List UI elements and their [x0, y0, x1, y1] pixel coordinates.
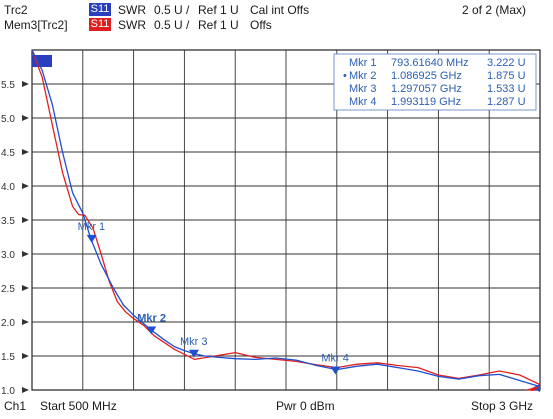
y-tick-label: 2.5 [1, 284, 15, 295]
trace1-name[interactable]: Trc2 [4, 3, 28, 17]
trace2-name[interactable]: Mem3[Trc2] [4, 18, 68, 32]
marker-table: Mkr 1 793.61640 MHz 3.222 U • Mkr 2 1.086925 … [343, 57, 526, 108]
right-edge-arrows [524, 384, 540, 392]
marker-row-name: Mkr 1 [349, 57, 377, 69]
trace2-scale[interactable]: 0.5 U / [154, 18, 190, 32]
y-tick-label: 3.0 [1, 250, 15, 261]
y-tick-label: 5.0 [1, 114, 15, 125]
marker-row-value: 1.533 U [487, 83, 526, 95]
marker-row-name: Mkr 3 [349, 83, 377, 95]
trace-mem3-line [31, 49, 541, 386]
marker-row-value: 1.287 U [487, 96, 526, 108]
marker-symbols[interactable]: Mkr 1 Mkr 2 Mkr 3 Mkr 4 [78, 221, 349, 375]
power-setting[interactable]: Pwr 0 dBm [276, 399, 335, 413]
marker-row-name: Mkr 4 [349, 96, 377, 108]
marker-row-frequency: 793.61640 MHz [391, 57, 469, 69]
channel-label[interactable]: Ch1 [4, 399, 27, 413]
trace2-overflow-arrow [524, 386, 540, 391]
y-tick-label: 1.0 [1, 386, 15, 397]
marker-triangle [86, 234, 97, 243]
marker-active-dot: • [343, 70, 347, 82]
y-tick-arrow [22, 217, 29, 223]
trace2-ref[interactable]: Ref 1 U [198, 18, 239, 32]
marker-row-value: 3.222 U [487, 57, 526, 69]
stop-frequency[interactable]: Stop 3 GHz [471, 399, 534, 413]
marker-label: Mkr 3 [180, 336, 208, 348]
marker-row-frequency: 1.993119 GHz [391, 96, 461, 108]
marker-triangle [330, 366, 341, 375]
y-axis-ticks: 1.0 1.5 2.0 2.5 3.0 3.5 4.0 4.5 5.0 5.5 [1, 80, 29, 397]
y-tick-arrow [22, 115, 29, 121]
y-tick-arrow [22, 81, 29, 87]
trace-trc2-line [31, 49, 541, 388]
y-tick-label: 1.5 [1, 352, 15, 363]
trace1-scale[interactable]: 0.5 U / [154, 3, 190, 17]
trace1-s-param-badge[interactable]: S11 [89, 3, 111, 16]
page-indicator: 2 of 2 (Max) [462, 3, 527, 17]
y-tick-arrow [22, 387, 29, 393]
marker-triangle [146, 326, 157, 335]
y-tick-arrow [22, 251, 29, 257]
marker-label: Mkr 4 [321, 352, 349, 364]
y-tick-label: 2.0 [1, 318, 15, 329]
marker-row-value: 1.875 U [487, 70, 526, 82]
y-tick-label: 4.0 [1, 182, 15, 193]
y-tick-arrow [22, 149, 29, 155]
marker-triangle [188, 349, 199, 358]
trace2-s-param-badge[interactable]: S11 [89, 18, 111, 31]
y-tick-arrow [22, 319, 29, 325]
marker-row-frequency: 1.297057 GHz [391, 83, 462, 95]
y-tick-arrow [22, 183, 29, 189]
marker-info-box[interactable] [333, 53, 537, 111]
trace1-ref[interactable]: Ref 1 U [198, 3, 239, 17]
start-frequency[interactable]: Start 500 MHz [40, 399, 117, 413]
grid-lines [32, 50, 540, 390]
y-tick-label: 4.5 [1, 148, 15, 159]
trace2-format[interactable]: SWR [118, 18, 146, 32]
trace1-format[interactable]: SWR [118, 3, 146, 17]
y-tick-arrow [22, 353, 29, 359]
y-tick-label: 5.5 [1, 80, 15, 91]
marker-row-frequency: 1.086925 GHz [391, 70, 462, 82]
trace1-cal-status: Cal int Offs [250, 3, 310, 17]
traces [31, 49, 541, 388]
marker-label: Mkr 1 [78, 221, 106, 233]
marker-label: Mkr 2 [137, 313, 166, 325]
y-tick-arrow [22, 285, 29, 291]
trace2-cal-status: Offs [250, 18, 272, 32]
y-tick-label: 3.5 [1, 216, 15, 227]
marker-row-name: Mkr 2 [349, 70, 377, 82]
